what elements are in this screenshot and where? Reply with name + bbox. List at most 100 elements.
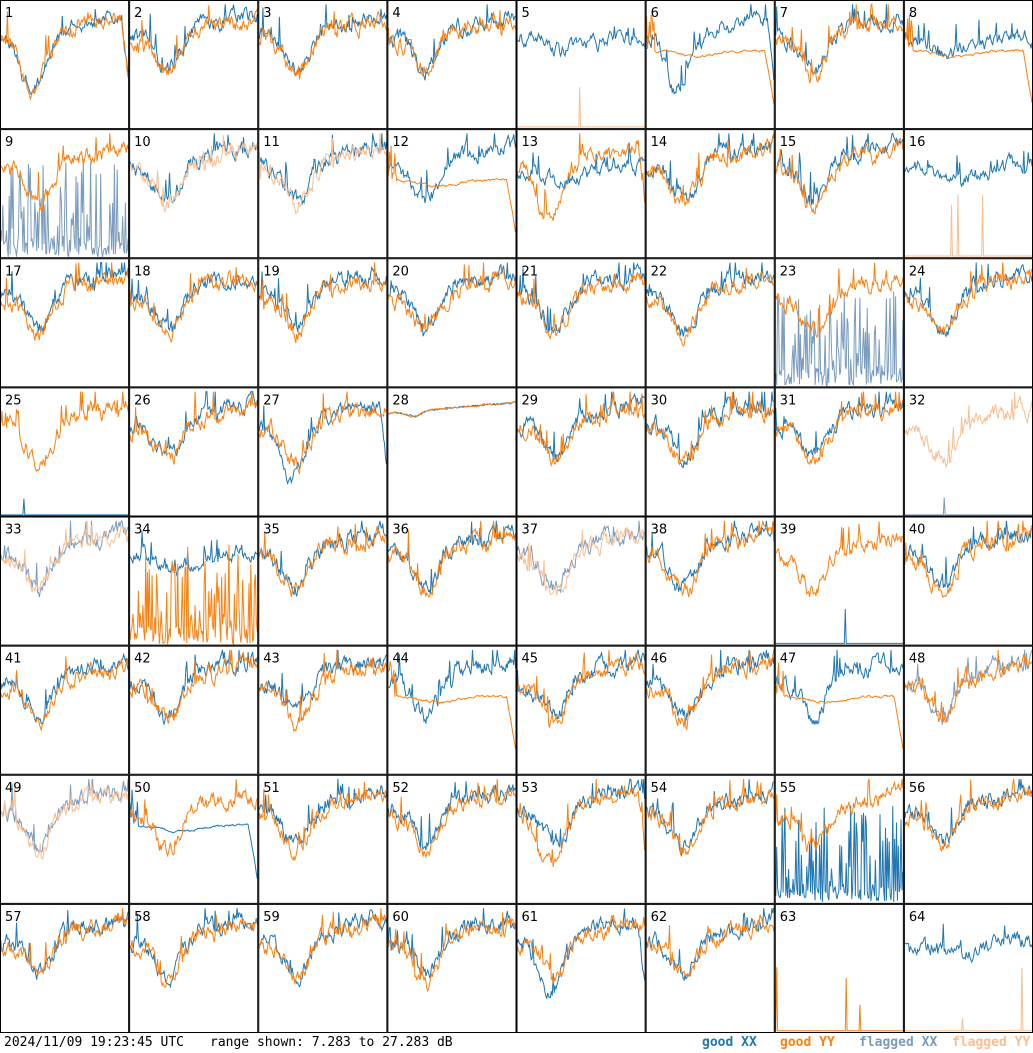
- panel-35-border: [258, 516, 388, 646]
- panel-29-yy-trace: [517, 391, 646, 467]
- panel-13-label: 13: [522, 135, 539, 150]
- panel-11-yy-trace: [258, 133, 387, 215]
- panel-23-xx-trace: [775, 291, 904, 388]
- panel-2-yy-trace: [129, 5, 258, 76]
- panel-25-label: 25: [5, 393, 22, 408]
- panel-61: 61: [516, 903, 646, 1033]
- panel-35-xx-trace: [259, 520, 387, 597]
- panel-48-yy-trace: [904, 649, 1033, 723]
- panel-33-border: [0, 516, 130, 646]
- panel-13-border: [516, 129, 646, 259]
- panel-17: 17: [0, 258, 130, 388]
- panel-58-label: 58: [134, 910, 151, 925]
- panel-5-yy-trace: [517, 87, 645, 128]
- panel-22-label: 22: [651, 264, 668, 279]
- panel-17-label: 17: [5, 264, 22, 279]
- panel-15: 15: [774, 129, 904, 259]
- panel-25-xx-trace: [1, 498, 129, 516]
- panel-57-label: 57: [5, 910, 22, 925]
- panel-10-label: 10: [134, 135, 151, 150]
- panel-18-yy-trace: [129, 267, 258, 343]
- panel-17-border: [0, 258, 130, 388]
- panel-55-border: [774, 774, 904, 904]
- panel-47-border: [774, 645, 904, 775]
- panel-1-label: 1: [5, 6, 13, 21]
- panel-27-yy-trace: [258, 391, 387, 474]
- panel-53: 53: [516, 774, 646, 904]
- panel-45-border: [516, 645, 646, 775]
- panel-50-border: [129, 774, 259, 904]
- panel-4-yy-trace: [387, 10, 516, 78]
- panel-10-yy-trace: [129, 135, 258, 213]
- panel-64-yy-trace: [904, 967, 1032, 1032]
- panel-46-border: [645, 645, 775, 775]
- panel-13-xx-trace: [517, 142, 645, 190]
- panel-39-label: 39: [780, 523, 797, 538]
- panel-38-border: [645, 516, 775, 646]
- panel-18-border: [129, 258, 259, 388]
- panel-48-xx-trace: [904, 649, 1033, 725]
- panel-21: 21: [516, 258, 646, 388]
- panel-8-yy-trace: [904, 14, 1033, 104]
- panel-29-label: 29: [522, 393, 539, 408]
- panel-55: 55: [774, 774, 904, 904]
- panel-61-xx-trace: [517, 908, 646, 1000]
- panel-3-label: 3: [263, 6, 271, 21]
- panel-54-yy-trace: [646, 778, 775, 856]
- panel-20: 20: [387, 258, 517, 388]
- panel-38-label: 38: [651, 523, 668, 538]
- panel-46-label: 46: [651, 652, 668, 667]
- panel-5-xx-trace: [517, 26, 646, 58]
- panel-42-label: 42: [134, 652, 151, 667]
- panel-55-yy-trace: [775, 778, 904, 853]
- panel-26-label: 26: [134, 393, 151, 408]
- panel-39-xx-trace: [775, 608, 903, 644]
- panel-60: 60: [387, 903, 517, 1033]
- panel-33: 33: [0, 516, 130, 646]
- panel-34-yy-trace: [129, 544, 258, 646]
- panel-8-xx-trace: [904, 19, 1033, 60]
- panel-21-border: [516, 258, 646, 388]
- panel-64-label: 64: [909, 910, 926, 925]
- panel-23-label: 23: [780, 264, 797, 279]
- panel-37: 37: [516, 516, 646, 646]
- panel-47-label: 47: [780, 652, 797, 667]
- panel-53-yy-trace: [517, 778, 646, 867]
- panel-22: 22: [645, 258, 775, 388]
- panel-29: 29: [516, 387, 646, 517]
- panel-19-border: [258, 258, 388, 388]
- panel-41-xx-trace: [0, 652, 129, 725]
- panel-27: 27: [258, 387, 388, 517]
- panel-52-yy-trace: [387, 778, 516, 860]
- panel-9: 9: [0, 129, 130, 259]
- panel-17-yy-trace: [0, 262, 129, 341]
- panel-49-label: 49: [5, 781, 22, 796]
- panel-63: 63: [774, 903, 904, 1033]
- panel-24-xx-trace: [904, 262, 1033, 338]
- panel-31-yy-trace: [775, 391, 904, 466]
- panel-25-border: [0, 387, 130, 517]
- panel-21-label: 21: [522, 264, 539, 279]
- panel-28: 28: [387, 387, 517, 517]
- panel-12-border: [387, 129, 517, 259]
- panel-34-border: [129, 516, 259, 646]
- panel-15-yy-trace: [775, 136, 904, 215]
- panel-58-border: [129, 903, 259, 1033]
- panel-50-yy-trace: [129, 778, 258, 858]
- panel-26: 26: [129, 387, 259, 517]
- panel-57-border: [0, 903, 130, 1033]
- panel-18: 18: [129, 258, 259, 388]
- panel-26-yy-trace: [129, 391, 258, 465]
- panel-7-xx-trace: [775, 4, 904, 76]
- panel-36-label: 36: [392, 523, 409, 538]
- panel-58-xx-trace: [129, 908, 258, 989]
- panel-38: 38: [645, 516, 775, 646]
- panel-63-yy-trace: [775, 967, 903, 1032]
- panel-8-label: 8: [909, 6, 917, 21]
- panel-46: 46: [645, 645, 775, 775]
- panel-24-yy-trace: [904, 262, 1033, 335]
- panel-1-yy-trace: [0, 11, 129, 101]
- panel-54: 54: [645, 774, 775, 904]
- panel-11: 11: [258, 129, 388, 259]
- range-label: range shown: 7.283 to 27.283 dB: [210, 1035, 453, 1050]
